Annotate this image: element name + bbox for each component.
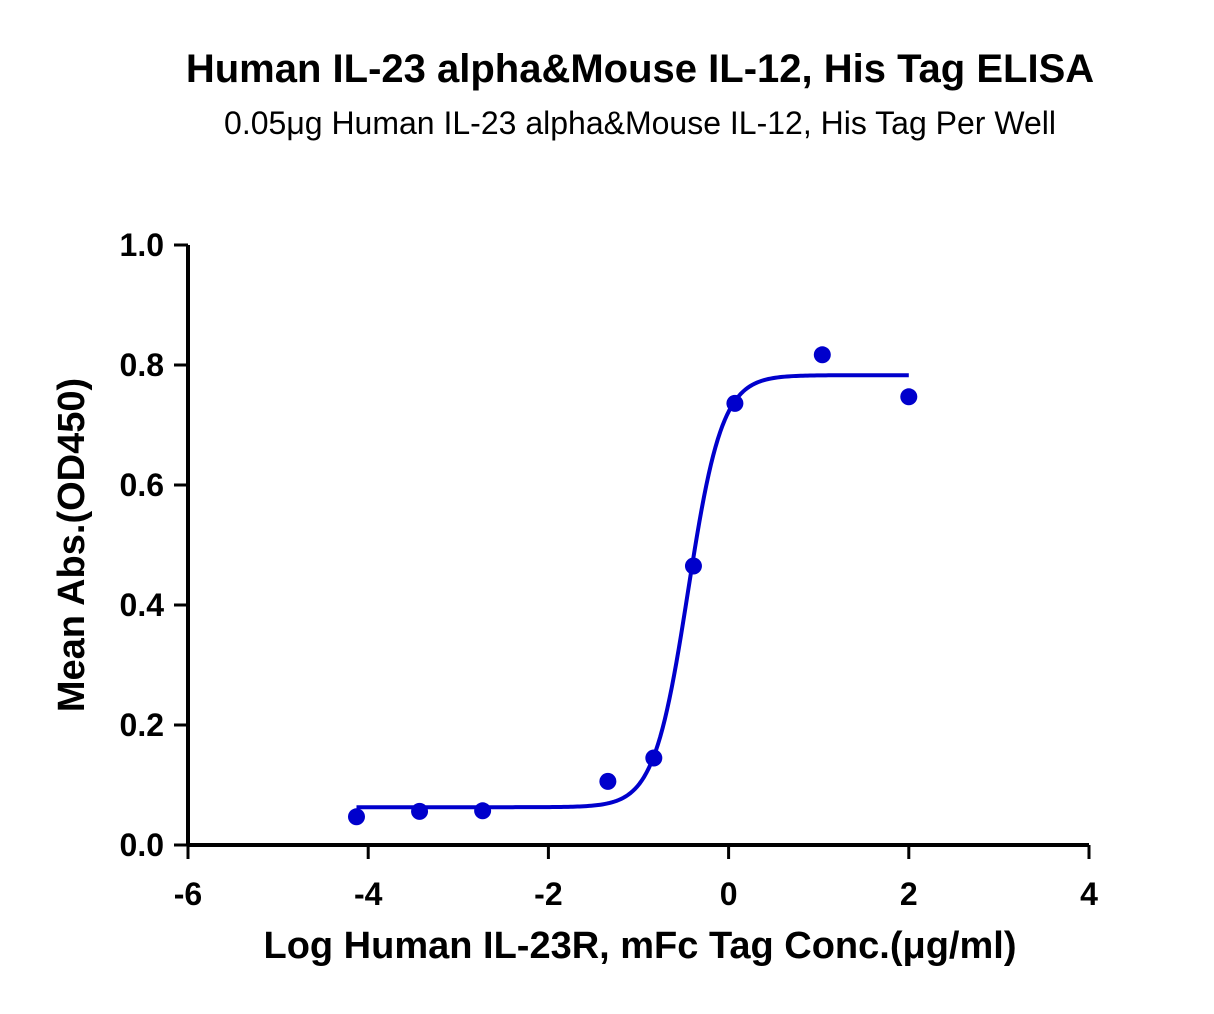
y-tick-label: 0.6 [120,467,164,503]
data-points-layer [347,346,918,826]
chart-subtitle: 0.05μg Human IL-23 alpha&Mouse IL-12, Hi… [224,105,1056,141]
data-point [474,802,492,820]
x-tick-label: 2 [900,876,918,912]
chart-title: Human IL-23 alpha&Mouse IL-12, His Tag E… [186,47,1094,91]
axes: -6 -4 -2 0 2 4 0.0 0.2 0.4 0.6 0.8 1.0 [120,227,1099,912]
y-tick-label: 0.2 [120,707,164,743]
x-tick-label: -6 [174,876,202,912]
data-point [684,557,702,575]
data-point [599,772,617,790]
x-tick-label: 4 [1080,876,1098,912]
data-point [726,394,744,412]
fit-curve [356,373,909,810]
x-axis-label: Log Human IL-23R, mFc Tag Conc.(μg/ml) [263,925,1016,967]
y-tick-label: 1.0 [120,227,164,263]
y-tick-label: 0.8 [120,347,164,383]
data-point [813,346,831,364]
data-point [411,802,429,820]
fit-curve-layer [356,373,909,810]
data-point [900,388,918,406]
x-tick-label: -2 [534,876,562,912]
y-tick-label: 0.0 [120,827,164,863]
x-tick-label: 0 [720,876,738,912]
x-tick-label: -4 [354,876,383,912]
data-point [347,808,365,826]
y-tick-label: 0.4 [120,587,165,623]
data-point [645,749,663,767]
y-axis-label: Mean Abs.(OD450) [51,378,93,712]
